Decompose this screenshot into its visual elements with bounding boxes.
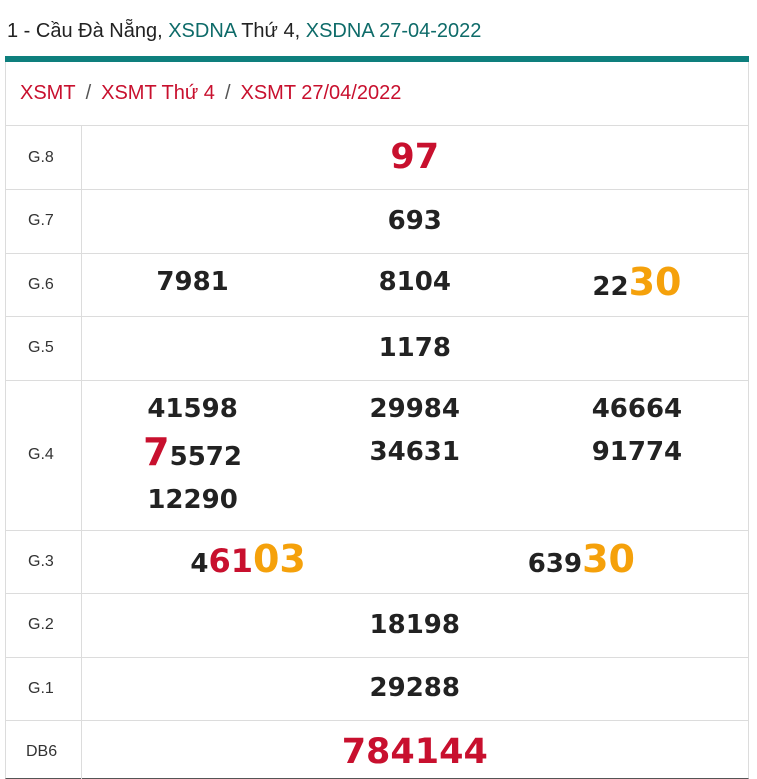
breadcrumb-xsmt-date[interactable]: XSMT 27/04/2022 [240,82,402,104]
number-tail-highlight: 30 [582,536,635,581]
breadcrumb-xsmt-thu4[interactable]: XSMT Thứ 4 [101,82,215,104]
number-mid-highlight: 61 [208,541,253,580]
number-part: 4 [190,548,209,579]
prize-number: 63930 [527,537,635,580]
results-panel: XSMT / XSMT Thứ 4 / XSMT 27/04/2022 G.8 … [5,62,749,779]
page-title: 1 - Cầu Đà Nẵng, XSDNA Thứ 4, XSDNA 27-0… [7,20,481,43]
title-prefix: 1 - Cầu Đà Nẵng, [7,20,163,42]
prize-number: 34631 [369,437,460,467]
prize-label: DB6 [6,720,82,779]
prize-label: G.1 [6,657,82,721]
prize-row-g2: G.2 18198 [6,593,748,658]
prize-number: 2230 [592,260,681,303]
prize-row-g7: G.7 693 [6,189,748,254]
prize-number: 12290 [147,485,238,515]
prize-number: 7981 [156,266,229,297]
prize-label: G.3 [6,530,82,594]
number-head: 639 [527,548,583,579]
prize-row-g1: G.1 29288 [6,657,748,721]
prize-row-g8: G.8 97 [6,126,748,190]
prize-number: 1178 [378,332,451,363]
special-prize-number: 784144 [341,731,488,772]
prize-number: 46103 [190,537,306,580]
breadcrumb-xsmt[interactable]: XSMT [20,82,76,104]
number-head: 22 [592,271,629,302]
prize-number: 46664 [591,394,683,424]
prize-label: G.5 [6,316,82,381]
prize-row-g4: G.4 41598 75572 12290 29984 34631 46664 … [6,380,748,531]
prize-number: 18198 [369,609,460,640]
prize-row-g5: G.5 1178 [6,316,748,381]
number-tail-highlight: 03 [252,536,306,581]
prize-number: 41598 [147,394,238,424]
prize-number: 693 [387,205,442,236]
breadcrumb-separator: / [224,82,231,104]
xsdna-link[interactable]: XSDNA [168,20,237,42]
prize-label: G.8 [6,126,82,190]
prize-row-g6: G.6 7981 8104 2230 [6,253,748,317]
prize-row-db: DB6 784144 [6,720,748,779]
title-middle: Thứ 4, [241,20,301,42]
breadcrumb: XSMT / XSMT Thứ 4 / XSMT 27/04/2022 [6,62,748,126]
prize-number: 29288 [369,673,460,704]
prize-number: 97 [390,137,440,177]
prize-number: 75572 [82,431,304,479]
results-table: G.8 97 G.7 693 G.6 7981 8104 2230 G.5 11… [6,126,748,779]
prize-number: 91774 [591,437,683,467]
xsdna-date-link[interactable]: XSDNA 27-04-2022 [305,20,482,42]
prize-number: 8104 [378,266,451,297]
prize-number: 29984 [369,394,460,424]
prize-label: G.2 [6,593,82,658]
prize-label: G.7 [6,189,82,254]
breadcrumb-separator: / [85,82,92,104]
number-tail: 5572 [169,442,242,472]
prize-label: G.6 [6,253,82,317]
number-head-highlight: 7 [143,430,170,474]
prize-row-g3: G.3 46103 63930 [6,530,748,594]
prize-label: G.4 [6,380,82,531]
header-divider [5,56,749,62]
number-tail-highlight: 30 [628,259,682,304]
